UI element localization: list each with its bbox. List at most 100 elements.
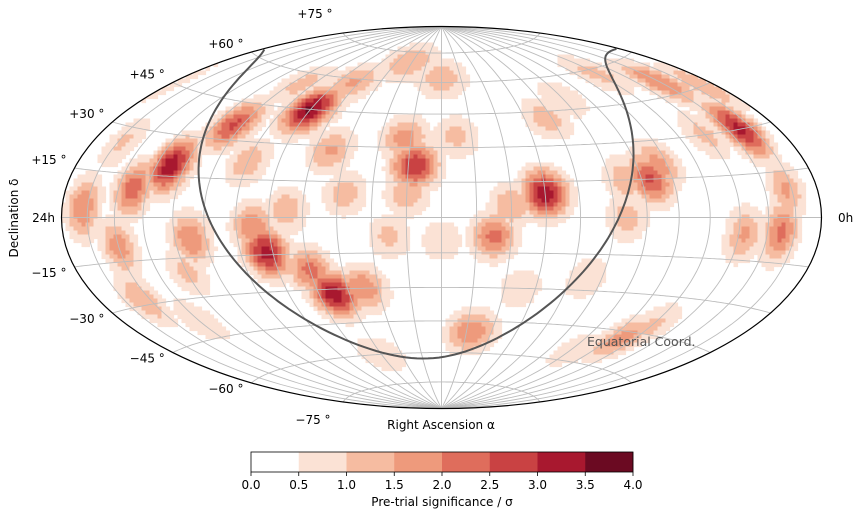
heatmap-cell — [781, 230, 787, 236]
heatmap-cell — [473, 126, 479, 132]
heatmap-cell — [289, 238, 295, 244]
heatmap-cell — [597, 278, 603, 284]
heatmap-cell — [377, 226, 383, 232]
heatmap-cell — [713, 138, 719, 144]
heatmap-cell — [245, 150, 251, 156]
heatmap-cell — [769, 242, 775, 248]
heatmap-cell — [93, 206, 99, 212]
heatmap-cell — [697, 142, 703, 148]
heatmap-cell — [657, 194, 663, 200]
heatmap-cell — [253, 222, 259, 228]
heatmap-cell — [537, 182, 543, 188]
heatmap-cell — [237, 118, 243, 124]
heatmap-cell — [217, 146, 223, 152]
heatmap-cell — [293, 246, 299, 252]
heatmap-cell — [529, 98, 535, 104]
heatmap-cell — [617, 154, 623, 160]
heatmap-cell — [325, 198, 331, 204]
heatmap-cell — [637, 166, 643, 172]
heatmap-cell — [621, 74, 627, 80]
heatmap-cell — [201, 238, 207, 244]
heatmap-cell — [541, 122, 547, 128]
heatmap-cell — [613, 66, 619, 72]
heatmap-cell — [381, 146, 387, 152]
heatmap-cell — [557, 94, 563, 100]
heatmap-cell — [749, 214, 755, 220]
heatmap-cell — [137, 158, 143, 164]
heatmap-cell — [193, 142, 199, 148]
heatmap-cell — [133, 138, 139, 144]
heatmap-cell — [245, 262, 251, 268]
heatmap-cell — [429, 154, 435, 160]
heatmap-cell — [553, 206, 559, 212]
heatmap-cell — [577, 114, 583, 120]
heatmap-cell — [433, 170, 439, 176]
heatmap-cell — [749, 126, 755, 132]
heatmap-cell — [713, 150, 719, 156]
heatmap-cell — [285, 130, 291, 136]
heatmap-cell — [245, 258, 251, 264]
heatmap-cell — [569, 210, 575, 216]
heatmap-cell — [589, 70, 595, 76]
heatmap-cell — [313, 98, 319, 104]
heatmap-cell — [605, 74, 611, 80]
heatmap-cell — [133, 158, 139, 164]
heatmap-cell — [749, 210, 755, 216]
heatmap-cell — [361, 178, 367, 184]
heatmap-cell — [417, 130, 423, 136]
heatmap-cell — [273, 86, 279, 92]
heatmap-cell — [713, 102, 719, 108]
heatmap-cell — [121, 226, 127, 232]
heatmap-cell — [397, 206, 403, 212]
heatmap-cell — [353, 146, 359, 152]
heatmap-cell — [449, 78, 455, 84]
heatmap-cell — [325, 82, 331, 88]
heatmap-cell — [477, 214, 483, 220]
heatmap-cell — [405, 234, 411, 240]
heatmap-cell — [249, 98, 255, 104]
heatmap-cell — [501, 190, 507, 196]
heatmap-cell — [169, 230, 175, 236]
heatmap-cell — [441, 174, 447, 180]
heatmap-cell — [709, 102, 715, 108]
heatmap-cell — [337, 190, 343, 196]
heatmap-cell — [229, 158, 235, 164]
heatmap-cell — [765, 242, 771, 248]
heatmap-cell — [229, 178, 235, 184]
heatmap-cell — [141, 198, 147, 204]
heatmap-cell — [761, 158, 767, 164]
heatmap-cell — [149, 94, 155, 100]
heatmap-cell — [397, 174, 403, 180]
heatmap-cell — [345, 162, 351, 168]
heatmap-cell — [613, 178, 619, 184]
heatmap-cell — [553, 218, 559, 224]
heatmap-cell — [329, 138, 335, 144]
heatmap-cell — [357, 186, 363, 192]
heatmap-cell — [201, 282, 207, 288]
heatmap-cell — [117, 218, 123, 224]
heatmap-cell — [345, 66, 351, 72]
heatmap-cell — [109, 234, 115, 240]
heatmap-cell — [293, 86, 299, 92]
heatmap-cell — [545, 210, 551, 216]
heatmap-cell — [345, 78, 351, 84]
heatmap-cell — [645, 62, 651, 68]
heatmap-cell — [333, 270, 339, 276]
heatmap-cell — [97, 194, 103, 200]
heatmap-cell — [641, 158, 647, 164]
heatmap-cell — [181, 158, 187, 164]
heatmap-cell — [797, 214, 803, 220]
heatmap-cell — [301, 262, 307, 268]
heatmap-cell — [461, 78, 467, 84]
heatmap-cell — [425, 94, 431, 100]
heatmap-cell — [381, 130, 387, 136]
heatmap-cell — [161, 162, 167, 168]
heatmap-cell — [393, 78, 399, 84]
heatmap-cell — [341, 174, 347, 180]
heatmap-cell — [325, 110, 331, 116]
heatmap-cell — [545, 166, 551, 172]
heatmap-cell — [777, 186, 783, 192]
heatmap-cell — [277, 94, 283, 100]
heatmap-cell — [77, 186, 83, 192]
heatmap-cell — [225, 134, 231, 140]
